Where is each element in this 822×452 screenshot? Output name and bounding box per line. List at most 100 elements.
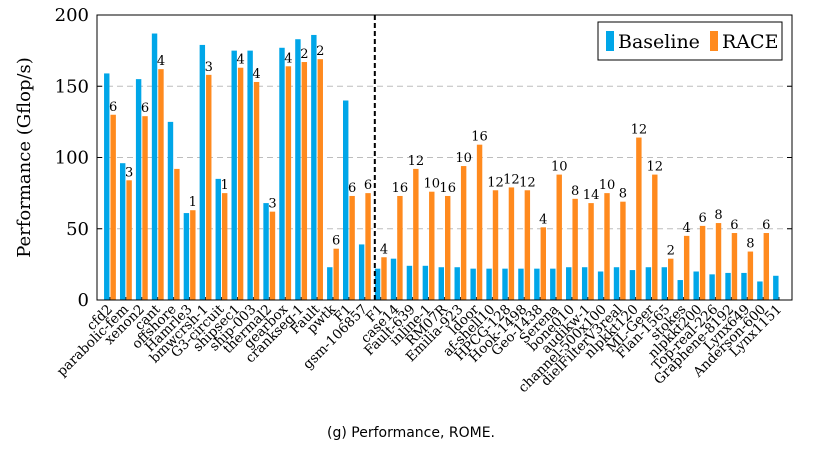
race-bar [572, 198, 578, 300]
race-bar [110, 114, 116, 300]
baseline-bar [438, 267, 444, 300]
figure-caption: (g) Performance, ROME. [327, 425, 495, 441]
data-label: 1 [221, 178, 229, 193]
data-label: 8 [714, 208, 722, 223]
data-label: 16 [392, 181, 409, 196]
baseline-bar [566, 267, 572, 300]
race-bar [158, 69, 164, 301]
baseline-bar [390, 258, 397, 300]
baseline-bar [279, 47, 285, 301]
baseline-bar [343, 100, 349, 300]
race-bar [269, 211, 276, 300]
baseline-bar [725, 272, 731, 300]
baseline-bar [454, 267, 460, 300]
legend-label-race: RACE [722, 31, 778, 53]
race-bar [604, 193, 610, 300]
baseline-bar [263, 203, 269, 300]
race-bar [397, 195, 403, 300]
race-bar [652, 174, 658, 300]
race-bar [301, 62, 308, 301]
baseline-bar [311, 34, 317, 300]
baseline-bar [486, 268, 492, 300]
race-bar [747, 251, 754, 300]
legend-swatch-race [710, 31, 718, 51]
baseline-bar [613, 267, 620, 300]
race-bar [699, 225, 706, 300]
race-bar [253, 81, 260, 300]
race-bar [429, 191, 435, 300]
data-label: 4 [683, 221, 691, 236]
data-label: 4 [236, 53, 244, 68]
baseline-bar [709, 274, 715, 300]
baseline-bar [661, 267, 668, 300]
baseline-bar [581, 267, 588, 300]
data-label: 10 [599, 178, 616, 193]
data-label: 8 [619, 187, 627, 202]
data-label: 6 [730, 218, 738, 233]
baseline-bar [374, 268, 381, 300]
race-bar [668, 258, 674, 300]
data-label: 10 [455, 151, 472, 166]
race-bar [731, 233, 738, 300]
baseline-bar [773, 275, 779, 300]
baseline-bar [597, 271, 604, 300]
data-label: 6 [698, 211, 706, 226]
baseline-bar [327, 267, 333, 300]
data-label: 4 [539, 212, 547, 227]
data-label: 1 [189, 195, 197, 210]
baseline-bar [693, 271, 699, 300]
race-bar [445, 195, 451, 300]
baseline-bar [151, 33, 158, 301]
baseline-bar [422, 265, 429, 300]
y-tick-label: 200 [55, 5, 89, 26]
data-label: 12 [647, 160, 664, 175]
baseline-bar [741, 272, 747, 300]
race-bar [174, 168, 180, 300]
baseline-bar [629, 270, 636, 300]
data-label: 12 [503, 172, 520, 187]
baseline-bar [534, 268, 540, 300]
race-bar [221, 193, 228, 300]
race-bar [413, 168, 419, 300]
data-label: 4 [284, 51, 292, 66]
baseline-bar [358, 244, 365, 300]
baseline-bar [645, 267, 652, 300]
data-label: 4 [157, 54, 165, 69]
baseline-bar [677, 280, 683, 300]
race-bar [524, 190, 531, 300]
race-bar [126, 180, 132, 300]
race-bar [190, 210, 196, 300]
data-label: 12 [487, 175, 504, 190]
baseline-bar [757, 281, 763, 300]
y-axis-label: Performance (Gflop/s) [14, 57, 35, 258]
race-bar [636, 137, 642, 300]
race-bar [508, 187, 515, 300]
data-label: 6 [141, 101, 149, 116]
race-bar [333, 248, 339, 300]
data-label: 6 [348, 181, 356, 196]
data-label: 3 [205, 60, 213, 75]
data-label: 6 [109, 100, 117, 115]
data-label: 10 [424, 177, 441, 192]
baseline-bar [295, 39, 301, 300]
data-label: 6 [332, 234, 340, 249]
baseline-bar [247, 50, 253, 300]
race-bar [237, 67, 244, 300]
race-bar [317, 59, 323, 300]
baseline-bar [231, 50, 237, 300]
race-bar [349, 195, 355, 300]
baseline-bar [183, 213, 190, 300]
race-bar [365, 193, 371, 300]
baseline-bar [470, 268, 476, 300]
race-bar [476, 144, 483, 300]
y-tick-label: 50 [66, 219, 89, 240]
data-label: 4 [380, 242, 388, 257]
data-label: 8 [571, 184, 579, 199]
legend-label-baseline: Baseline [618, 31, 700, 53]
race-bar [556, 174, 562, 300]
data-label: 2 [667, 244, 675, 259]
data-label: 10 [551, 160, 568, 175]
baseline-bar [104, 73, 110, 300]
data-label: 12 [631, 123, 648, 138]
